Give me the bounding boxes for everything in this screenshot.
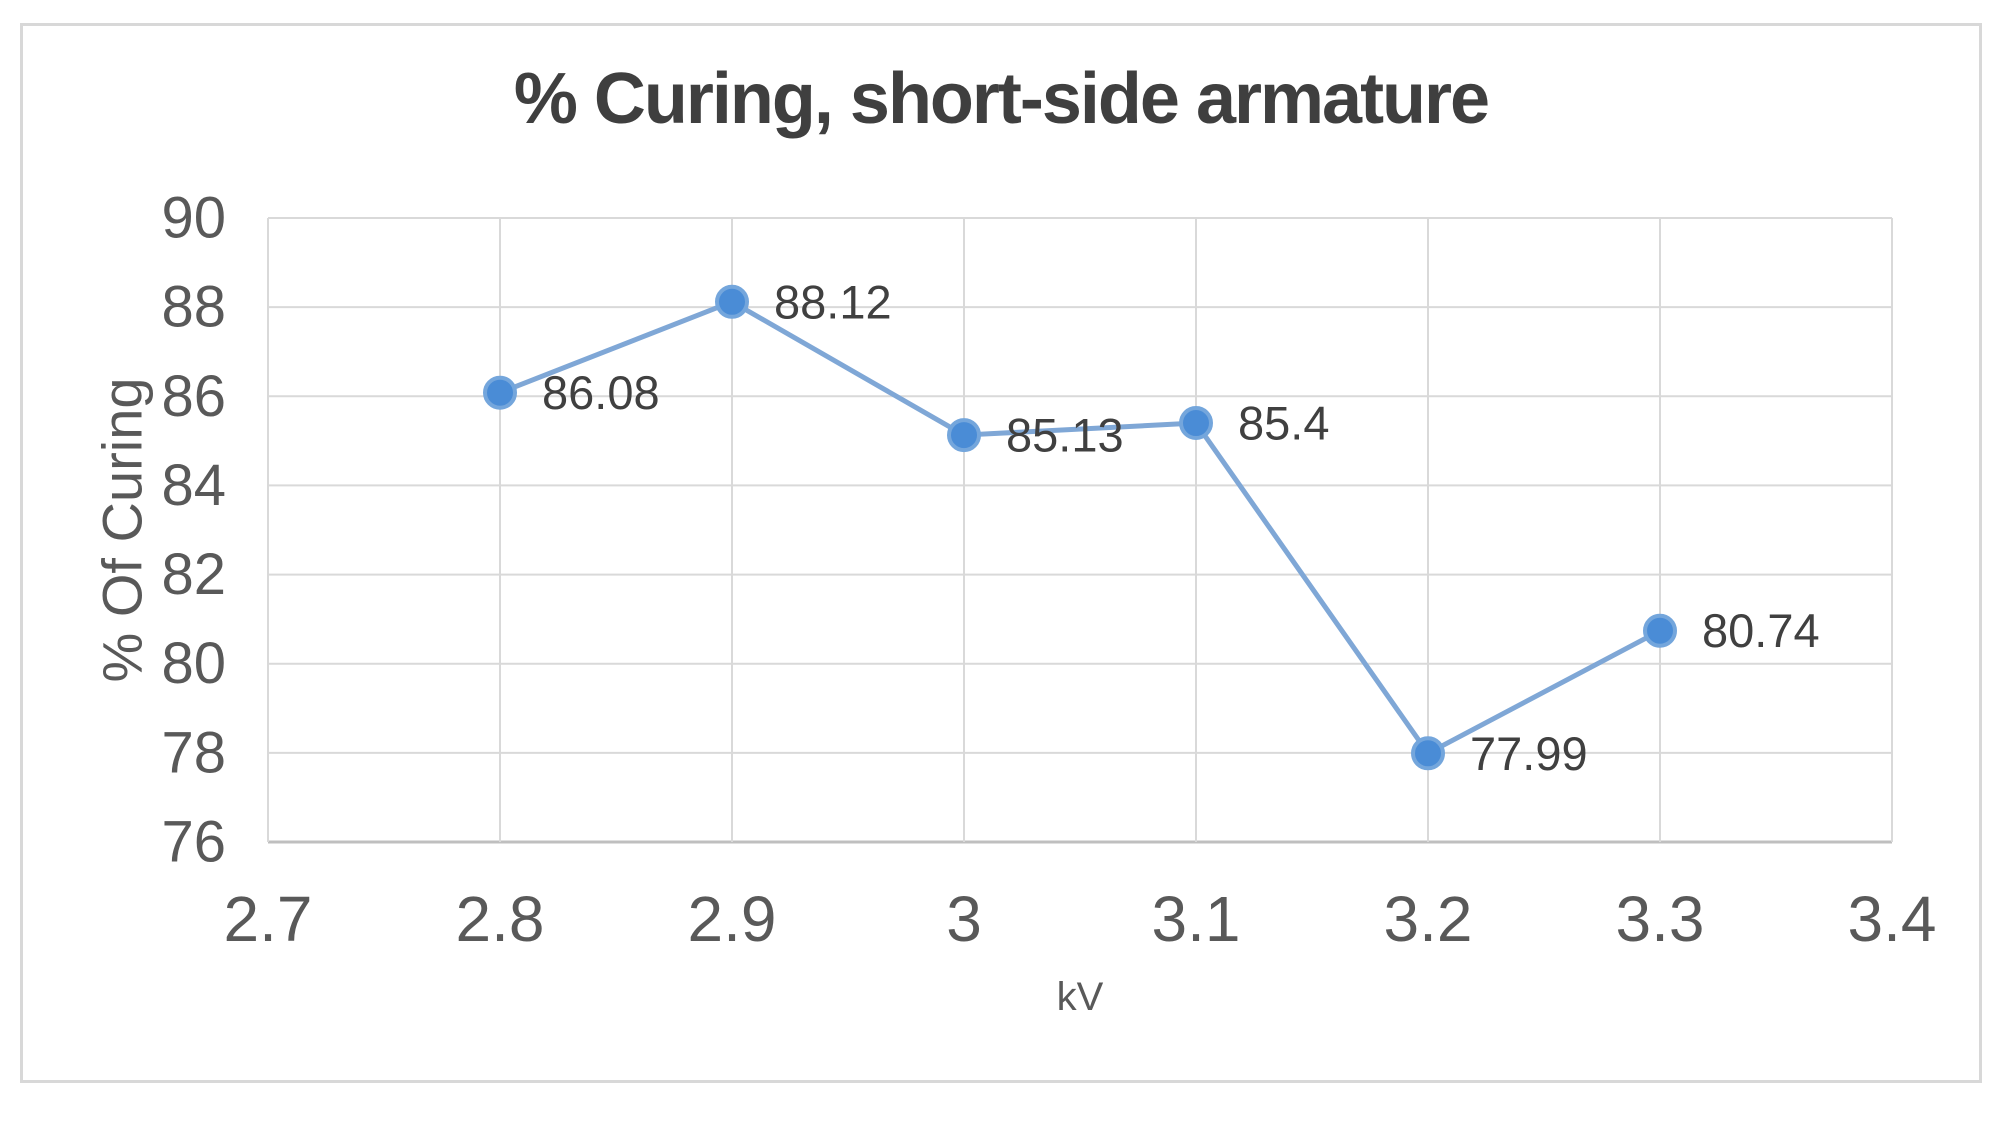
data-point-marker <box>1643 613 1677 648</box>
data-point-marker <box>715 284 749 319</box>
data-point-label: 88.12 <box>774 275 892 328</box>
y-tick-label: 88 <box>161 275 226 340</box>
data-point-label: 77.99 <box>1470 727 1588 780</box>
x-tick-label: 2.9 <box>688 883 777 955</box>
data-point-marker <box>947 418 981 453</box>
data-line <box>497 299 1663 756</box>
y-tick-label: 76 <box>161 810 226 875</box>
y-tick-label: 80 <box>161 631 226 696</box>
data-point-label: 80.74 <box>1702 604 1820 657</box>
y-tick-label: 86 <box>161 364 226 429</box>
data-point-label: 85.4 <box>1238 397 1329 450</box>
data-point-marker <box>1411 736 1445 771</box>
x-tick-label: 2.8 <box>456 883 545 955</box>
x-tick-label: 3.1 <box>1152 883 1241 955</box>
x-tick-label: 2.7 <box>224 883 313 955</box>
y-tick-label: 82 <box>161 542 226 607</box>
y-axis-title: % Of Curing <box>91 378 154 683</box>
y-tick-label: 90 <box>161 186 226 251</box>
y-tick-label: 84 <box>161 453 226 518</box>
x-tick-label: 3 <box>946 883 982 955</box>
data-point-marker <box>1179 406 1213 441</box>
chart-title: % Curing, short-side armature <box>513 59 1490 139</box>
chart-frame <box>20 23 1982 1083</box>
y-tick-label: 78 <box>161 720 226 785</box>
data-point-label: 85.13 <box>1006 409 1124 462</box>
data-point-marker <box>483 375 517 410</box>
x-tick-label: 3.3 <box>1616 883 1705 955</box>
x-tick-label: 3.2 <box>1384 883 1473 955</box>
x-tick-label: 3.4 <box>1848 883 1937 955</box>
data-point-label: 86.08 <box>542 366 660 419</box>
x-axis-title: kV <box>1057 975 1104 1019</box>
